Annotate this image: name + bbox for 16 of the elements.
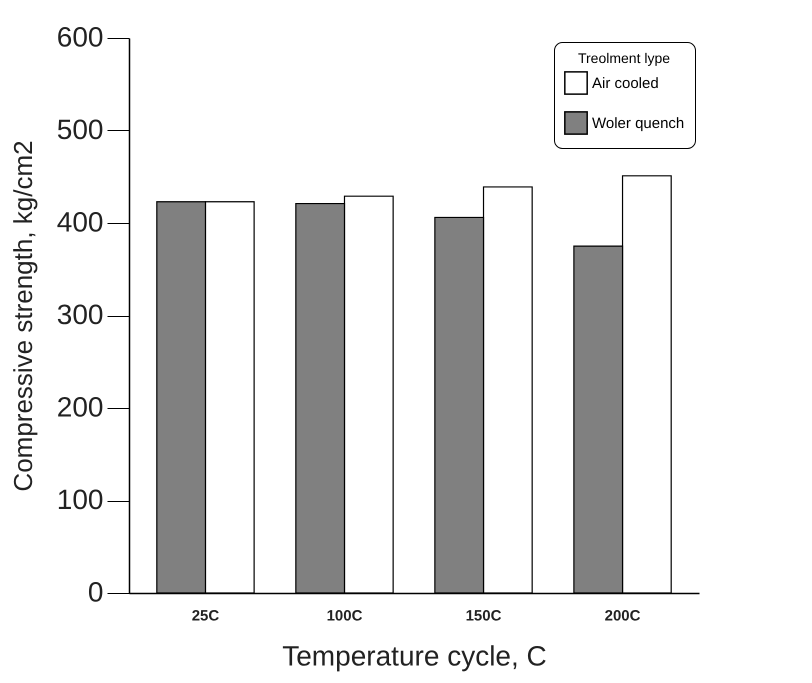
x-axis-title: Temperature cycle, C (282, 640, 547, 672)
legend-label: Woler quench (592, 115, 684, 132)
y-tick-label: 100 (56, 484, 104, 515)
legend-label: Air cooled (592, 75, 659, 92)
x-tick-label: 25C (192, 608, 220, 624)
y-tick-label: 400 (56, 206, 104, 238)
legend-title: Treolment lype (578, 50, 670, 66)
y-tick-label: 600 (56, 22, 104, 52)
y-axis-title: Compressive strength, kg/cm2 (8, 140, 38, 492)
y-tick-label: 0 (88, 576, 104, 608)
y-tick-label: 200 (56, 392, 104, 422)
y-tick-label: 300 (56, 299, 104, 330)
x-tick-label: 100C (326, 608, 363, 624)
x-tick-label: 150C (466, 608, 502, 624)
x-tick-label: 200C (604, 608, 641, 624)
y-tick-label: 500 (56, 114, 104, 145)
